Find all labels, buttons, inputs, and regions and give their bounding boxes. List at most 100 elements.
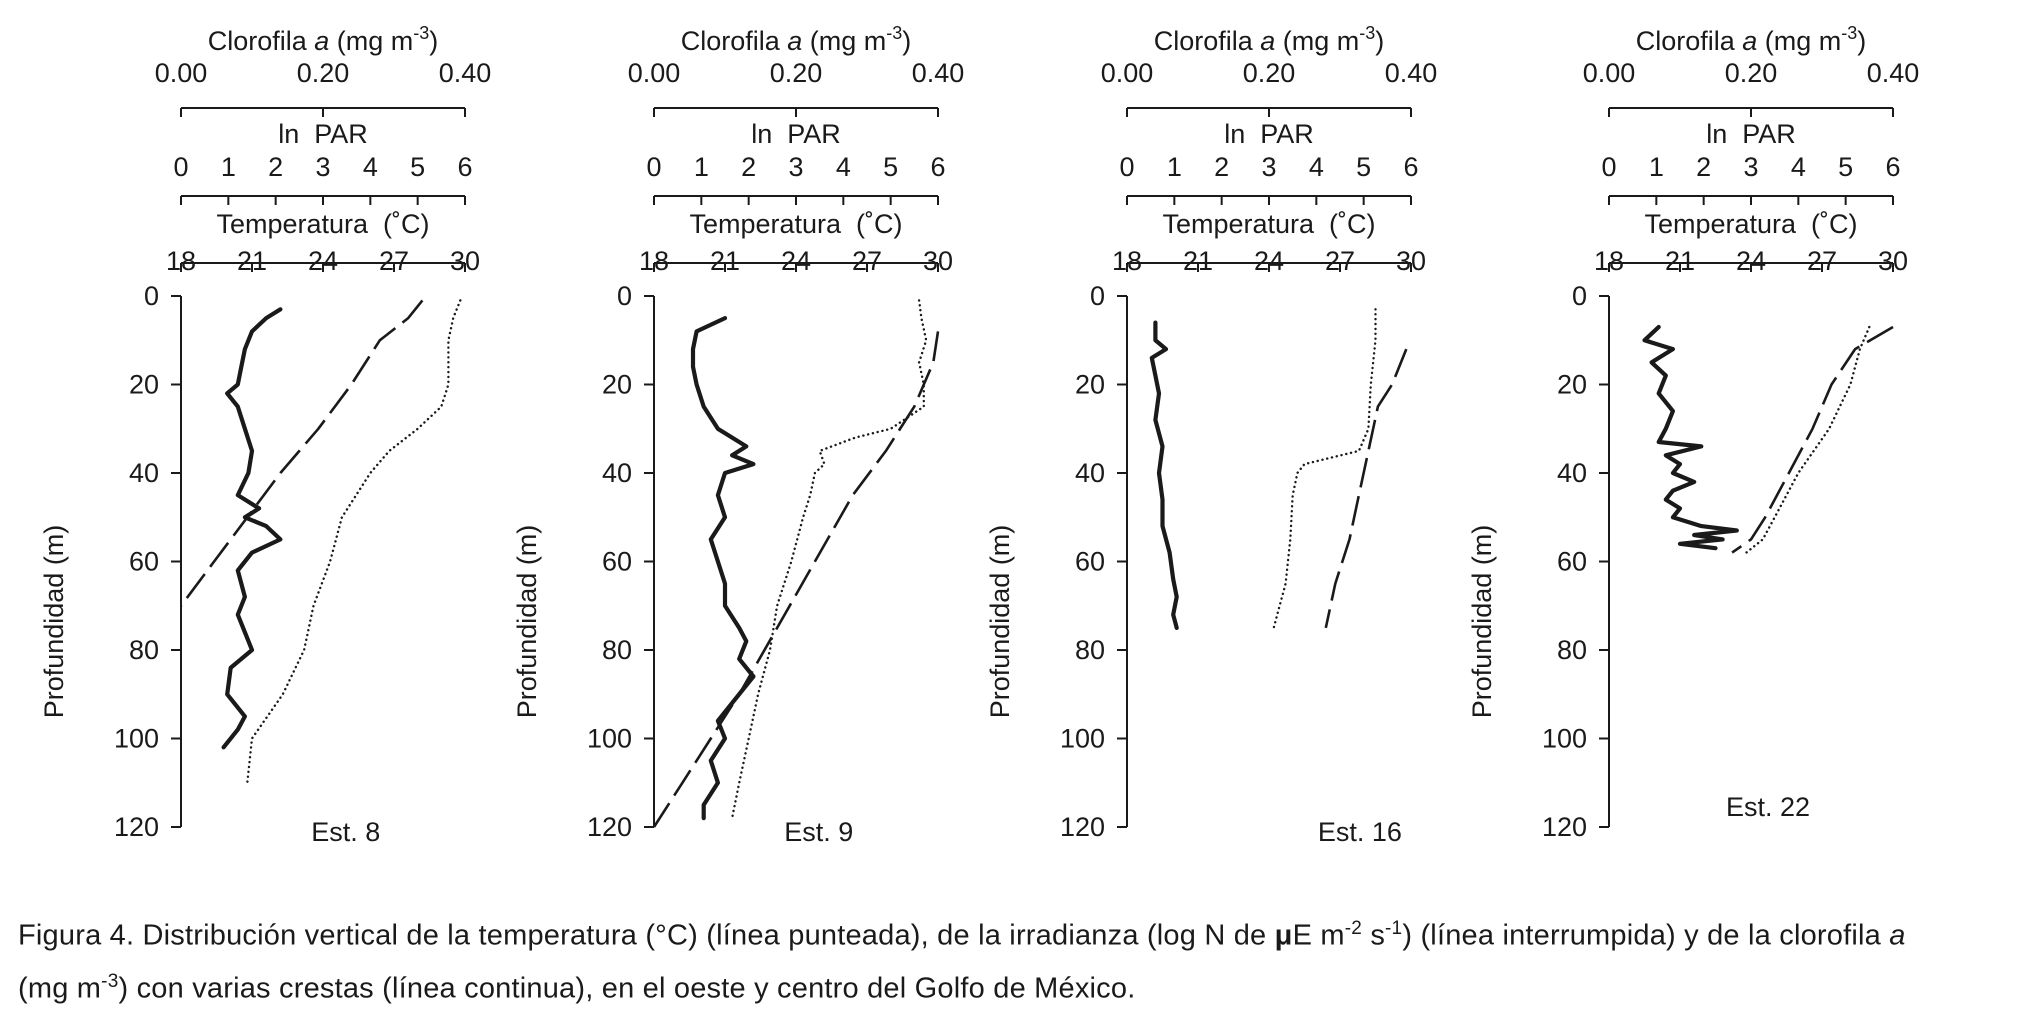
caption-text: (mg m [18, 972, 102, 1005]
par-tick-label: 5 [1356, 152, 1371, 182]
temp-tick-label: 27 [1807, 246, 1837, 276]
series-solid-line [690, 316, 756, 821]
temp-axis-title: Temperatura (˚C) [216, 209, 429, 239]
par-tick-label: 6 [930, 152, 945, 182]
caption-superscript: -2 [1344, 918, 1363, 939]
temp-tick-label: 27 [379, 246, 409, 276]
temp-tick-label: 24 [781, 246, 811, 276]
depth-tick-label: 60 [602, 547, 632, 577]
temp-tick-label: 27 [1325, 246, 1355, 276]
depth-tick-label: 40 [602, 458, 632, 488]
par-axis-title: ln PAR [1706, 119, 1796, 149]
station-label: Est. 8 [311, 817, 380, 847]
caption-superscript: -3 [101, 970, 119, 992]
depth-tick-label: 80 [129, 635, 159, 665]
axis-title-part: (mg m [1757, 26, 1841, 56]
chl-tick-label: 0.00 [1583, 58, 1636, 88]
series-solid-line [1642, 324, 1739, 551]
temp-tick-label: 24 [308, 246, 338, 276]
temp-axis-title: Temperatura (˚C) [1644, 209, 1857, 239]
depth-tick-label: 40 [129, 458, 159, 488]
temp-tick-label: 27 [852, 246, 882, 276]
temp-tick-label: 24 [1736, 246, 1766, 276]
temp-tick-label: 18 [1594, 246, 1624, 276]
station-label: Est. 22 [1726, 792, 1810, 822]
par-tick-label: 4 [363, 152, 378, 182]
temp-tick-label: 30 [1878, 246, 1908, 276]
temp-tick-label: 21 [710, 246, 740, 276]
depth-tick-label: 0 [1572, 281, 1587, 311]
temp-tick-label: 21 [1665, 246, 1695, 276]
axis-title-part: ) [429, 26, 438, 56]
depth-tick-label: 60 [1557, 547, 1587, 577]
station-label: Est. 16 [1318, 817, 1402, 847]
axis-title-part: ) [1375, 26, 1384, 56]
series-dashed-line [1324, 348, 1408, 629]
chl-tick-label: 0.20 [770, 58, 823, 88]
temp-tick-label: 30 [450, 246, 480, 276]
depth-tick-label: 20 [1557, 370, 1587, 400]
par-tick-label: 6 [1885, 152, 1900, 182]
par-tick-label: 1 [694, 152, 709, 182]
par-axis-title: ln PAR [751, 119, 841, 149]
par-tick-label: 1 [1649, 152, 1664, 182]
depth-tick-label: 120 [1060, 812, 1105, 842]
depth-tick-label: 80 [1075, 635, 1105, 665]
temp-tick-label: 21 [1183, 246, 1213, 276]
par-tick-label: 4 [836, 152, 851, 182]
chl-axis-title: Clorofila a (mg m-3) [208, 23, 439, 56]
depth-tick-label: 20 [129, 370, 159, 400]
temp-tick-label: 24 [1254, 246, 1284, 276]
depth-axis-title: Profundidad (m) [1467, 525, 1497, 719]
depth-tick-label: 80 [1557, 635, 1587, 665]
par-tick-label: 2 [1214, 152, 1229, 182]
axis-title-part: (mg m [1275, 26, 1359, 56]
axis-title-part: ) [902, 26, 911, 56]
temp-tick-label: 30 [923, 246, 953, 276]
caption-text: ) con varias crestas (línea continua), e… [118, 972, 1136, 1005]
series-dashed-line [1731, 325, 1894, 554]
depth-tick-label: 0 [1090, 281, 1105, 311]
par-axis-title: ln PAR [278, 119, 368, 149]
axis-title-part: Clorofila [1636, 26, 1743, 56]
depth-axis-title: Profundidad (m) [39, 525, 69, 719]
chl-tick-label: 0.00 [1101, 58, 1154, 88]
depth-tick-label: 80 [602, 635, 632, 665]
temp-tick-label: 18 [166, 246, 196, 276]
caption-text: Figura 4. Distribución vertical de la te… [18, 919, 1275, 952]
series-dashed-line [179, 299, 424, 607]
series-solid-line [1149, 320, 1179, 631]
par-axis-title: ln PAR [1224, 119, 1314, 149]
depth-tick-label: 120 [114, 812, 159, 842]
chl-axis-title: Clorofila a (mg m-3) [1154, 23, 1385, 56]
depth-tick-label: 100 [1060, 724, 1105, 754]
station-label: Est. 9 [784, 817, 853, 847]
chl-tick-label: 0.40 [1385, 58, 1438, 88]
depth-tick-label: 20 [1075, 370, 1105, 400]
temp-tick-label: 30 [1396, 246, 1426, 276]
figure-caption: Figura 4. Distribución vertical de la te… [18, 906, 2028, 1011]
temp-axis-title: Temperatura (˚C) [689, 209, 902, 239]
temp-tick-label: 18 [1112, 246, 1142, 276]
depth-axis-title: Profundidad (m) [985, 525, 1015, 719]
depth-tick-label: 100 [1542, 724, 1587, 754]
temp-tick-label: 18 [639, 246, 669, 276]
caption-italic: a [1889, 919, 1906, 952]
axis-title-part: -3 [1841, 23, 1857, 43]
series-dotted-line [1272, 308, 1377, 630]
chl-tick-label: 0.40 [912, 58, 965, 88]
caption-text: μ [1274, 919, 1293, 952]
par-tick-label: 1 [221, 152, 236, 182]
par-tick-label: 3 [1743, 152, 1758, 182]
axis-title-part: Clorofila [681, 26, 788, 56]
axis-title-part: a [314, 26, 329, 56]
axis-title-part: -3 [886, 23, 902, 43]
chl-tick-label: 0.20 [1243, 58, 1296, 88]
series-dotted-line [730, 299, 928, 820]
par-tick-label: 1 [1167, 152, 1182, 182]
par-tick-label: 0 [1119, 152, 1134, 182]
axis-title-part: a [787, 26, 802, 56]
depth-tick-label: 100 [114, 724, 159, 754]
